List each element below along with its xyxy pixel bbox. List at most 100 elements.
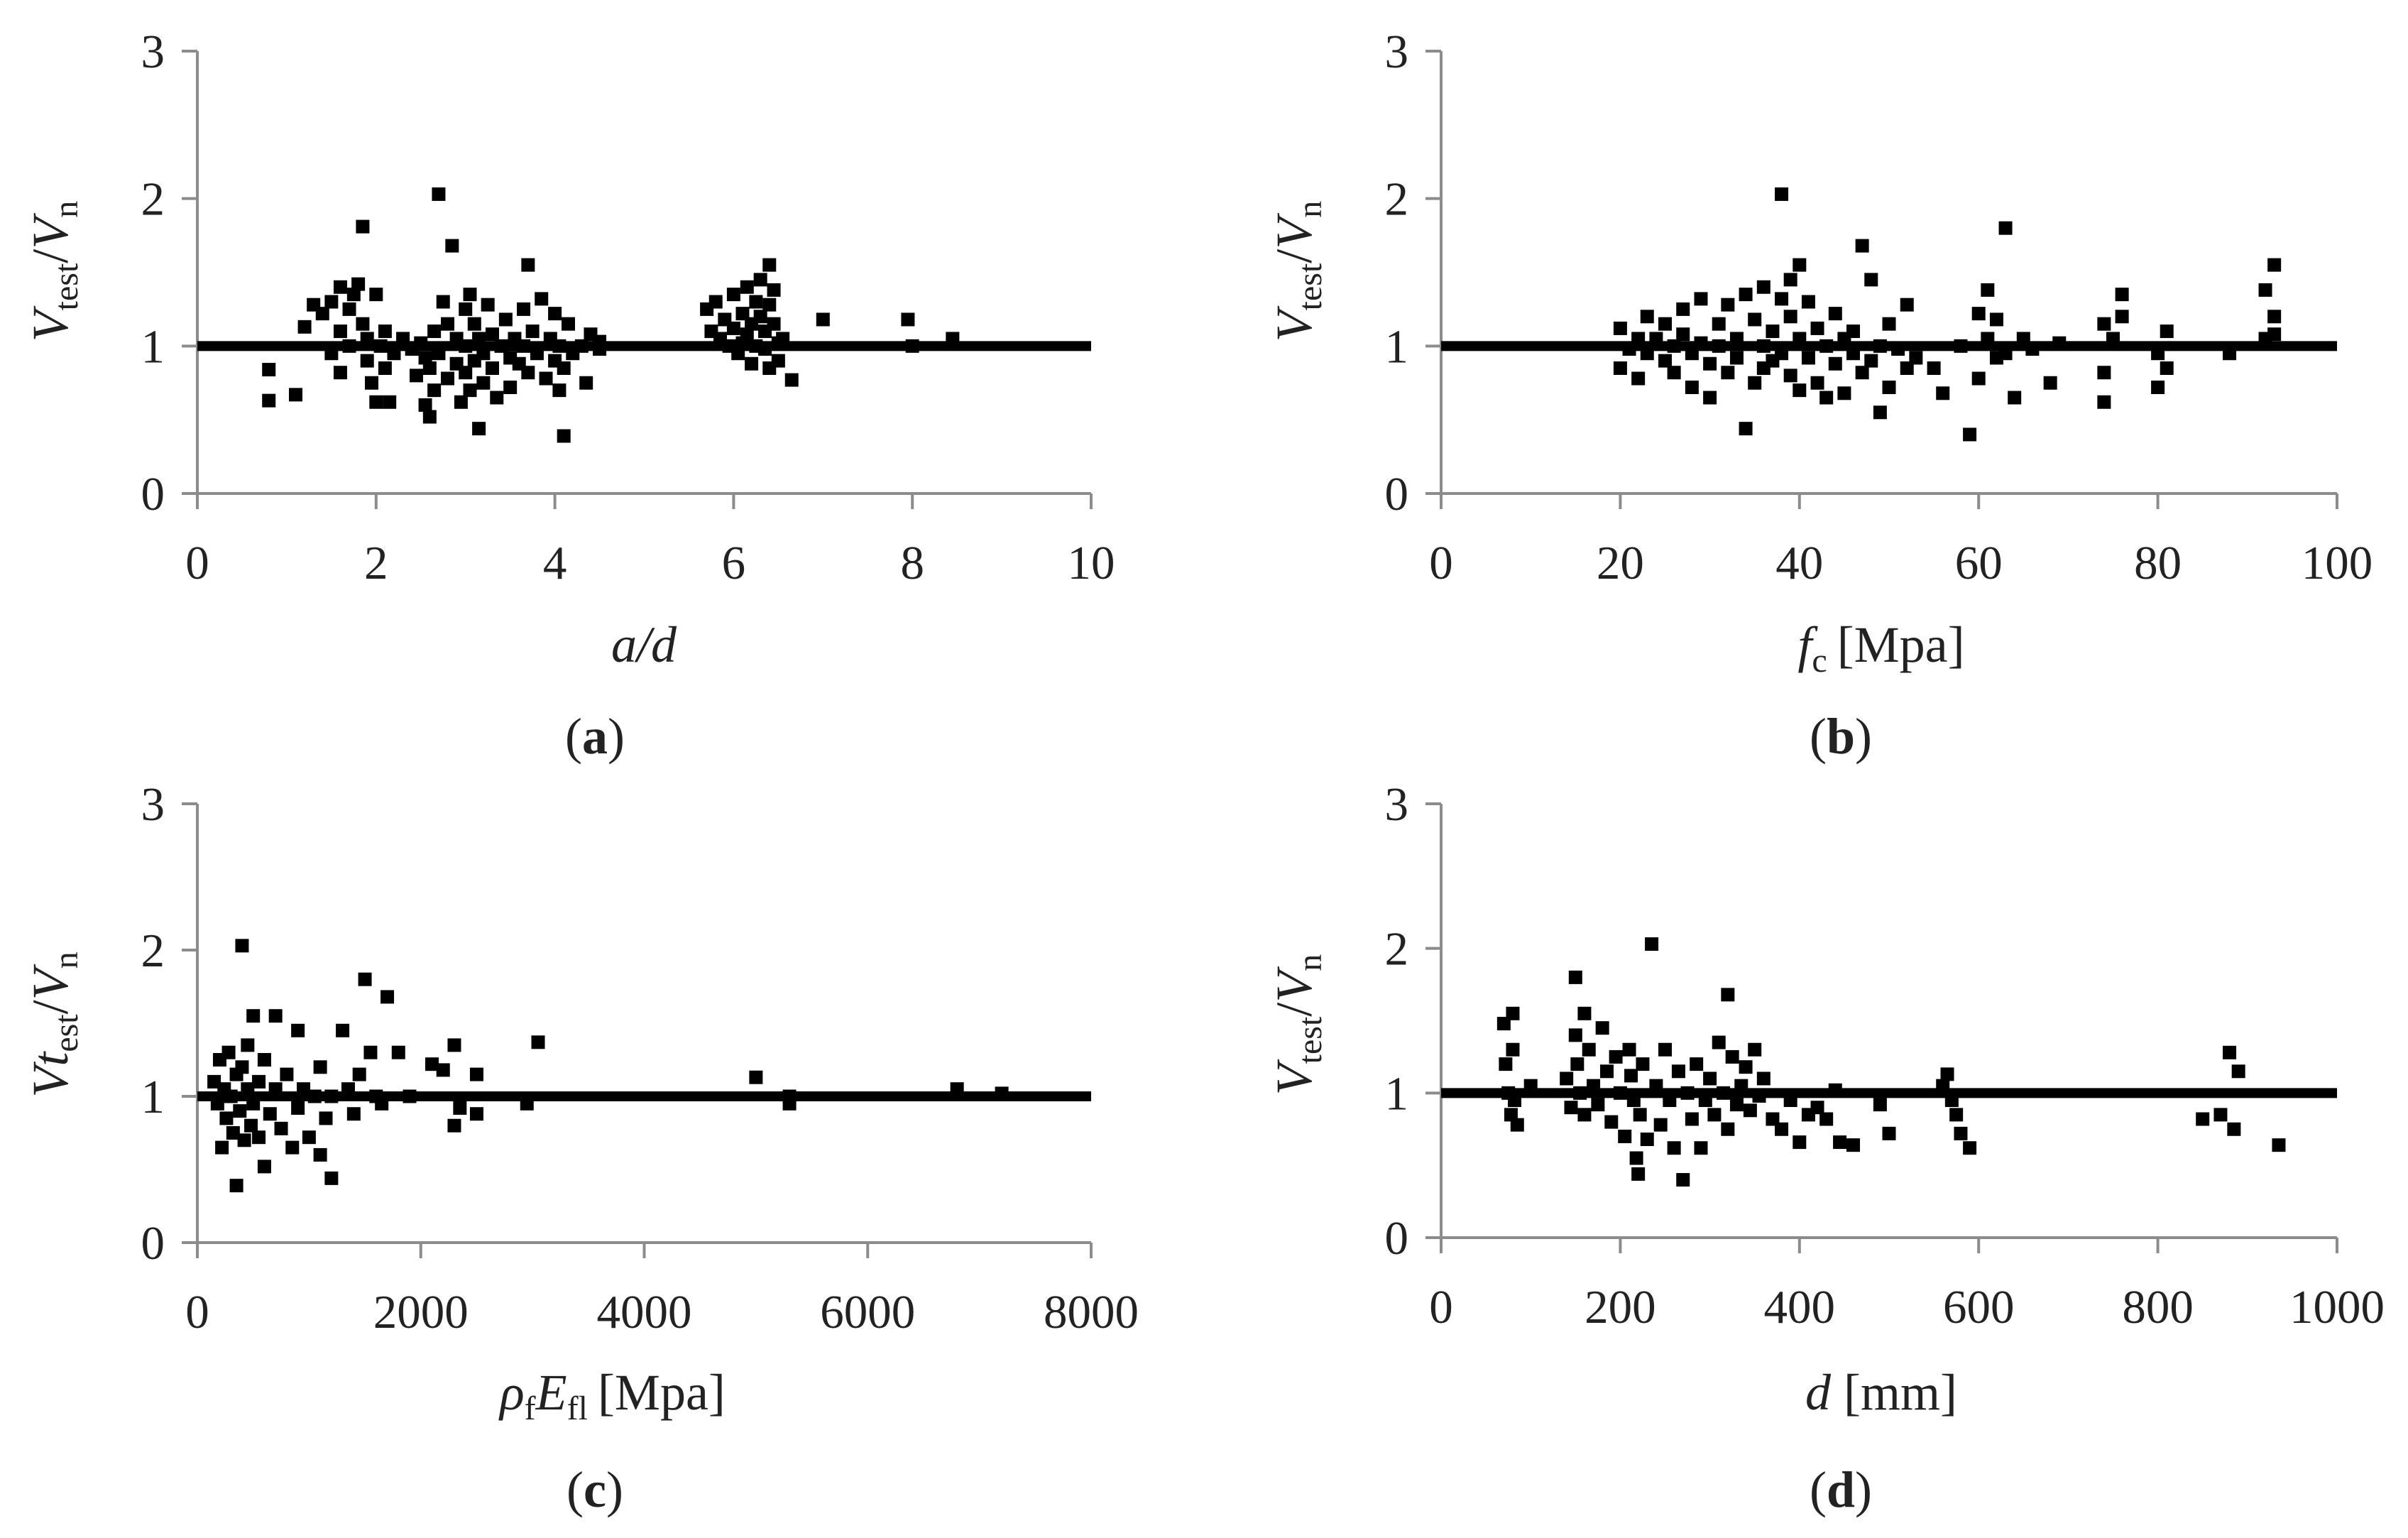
chart-a-point bbox=[485, 361, 499, 375]
chart-b-point bbox=[2223, 347, 2237, 361]
chart-a-point bbox=[378, 324, 392, 339]
chart-b-y-tick-label: 2 bbox=[1385, 173, 1409, 226]
chart-b-point bbox=[1739, 288, 1753, 302]
chart-b-point bbox=[1667, 339, 1681, 353]
chart-d-point bbox=[1828, 1083, 1842, 1097]
chart-c-point bbox=[274, 1121, 288, 1135]
chart-c-point bbox=[221, 1045, 236, 1059]
chart-a-point bbox=[360, 332, 374, 346]
chart-d-point bbox=[1564, 1101, 1578, 1115]
chart-a-point bbox=[708, 295, 723, 309]
chart-c-y-tick-label: 3 bbox=[141, 778, 165, 831]
chart-a-point bbox=[517, 302, 531, 316]
chart-a-ylabel: Vtest/Vn bbox=[22, 201, 85, 342]
chart-b-point bbox=[2151, 380, 2165, 394]
chart-b-point bbox=[1846, 347, 1861, 361]
chart-a-point bbox=[373, 339, 388, 353]
chart-c-point bbox=[319, 1111, 333, 1125]
chart-d-x-tick-label: 1000 bbox=[2289, 1281, 2385, 1334]
chart-b-point bbox=[2258, 283, 2272, 297]
chart-b-x-tick-label: 0 bbox=[1429, 537, 1453, 589]
chart-a-y-tick-label: 0 bbox=[141, 468, 165, 520]
chart-a-point bbox=[557, 361, 571, 375]
chart-c-point bbox=[215, 1140, 229, 1155]
panel-c: 0 1 2 3 0 2000 4000 6000 8000 Vtest/Vn ρfEfl [Mpa… bbox=[22, 778, 1139, 1518]
chart-c-point bbox=[268, 1082, 283, 1096]
chart-a-point bbox=[459, 302, 473, 316]
chart-a-point bbox=[753, 273, 767, 287]
chart-a-point bbox=[472, 422, 486, 436]
chart-d-point bbox=[1504, 1108, 1518, 1122]
chart-b-point bbox=[1712, 339, 1726, 353]
chart-a-point bbox=[454, 395, 468, 409]
chart-d-point bbox=[1739, 1060, 1753, 1074]
chart-d-point bbox=[1712, 1035, 1726, 1049]
chart-d-point bbox=[1633, 1108, 1647, 1122]
chart-a-point bbox=[726, 321, 740, 335]
chart-a-point bbox=[757, 342, 772, 356]
chart-a-x-tick-label: 4 bbox=[543, 537, 567, 589]
chart-b-point bbox=[1783, 310, 1797, 324]
chart-d-point bbox=[1873, 1098, 1887, 1112]
chart-a-point bbox=[498, 312, 513, 327]
chart-d-point bbox=[1729, 1098, 1744, 1112]
chart-a-point bbox=[436, 295, 450, 309]
chart-c-y-tick-label: 0 bbox=[141, 1217, 165, 1270]
chart-a-point bbox=[740, 280, 754, 294]
chart-b-point bbox=[2160, 324, 2174, 339]
chart-c-point bbox=[324, 1089, 339, 1103]
chart-d-point bbox=[1587, 1079, 1601, 1093]
chart-a-point bbox=[356, 317, 370, 331]
chart-b-point bbox=[2008, 391, 2022, 405]
chart-c-point bbox=[995, 1086, 1009, 1101]
chart-d-point bbox=[1775, 1122, 1789, 1136]
chart-a-point bbox=[288, 388, 302, 402]
chart-b-point bbox=[1613, 361, 1627, 375]
chart-d-point bbox=[1685, 1112, 1699, 1126]
chart-b-point bbox=[1694, 292, 1708, 306]
chart-b-y-tick-label: 3 bbox=[1385, 26, 1409, 78]
chart-b-point bbox=[2043, 376, 2057, 390]
chart-d-point bbox=[1703, 1071, 1717, 1086]
chart-c-point bbox=[280, 1067, 294, 1081]
chart-d-plot: 0 1 2 3 0 200 400 600 800 1000 bbox=[1385, 778, 2385, 1334]
chart-b-point bbox=[2160, 361, 2174, 375]
chart-d-point bbox=[1496, 1017, 1511, 1031]
chart-b-point bbox=[1748, 376, 1762, 390]
chart-b-point bbox=[1676, 302, 1690, 316]
chart-a-point bbox=[574, 339, 589, 353]
chart-c-point bbox=[469, 1067, 483, 1081]
chart-d-point bbox=[1626, 1093, 1641, 1108]
chart-d-y-tick-label: 2 bbox=[1385, 923, 1409, 976]
chart-b-point bbox=[1703, 391, 1717, 405]
chart-a-point bbox=[905, 339, 919, 353]
chart-d-ylabel: Vtest/Vn bbox=[1266, 954, 1329, 1096]
chart-b-point bbox=[1712, 317, 1726, 331]
chart-a-point bbox=[356, 219, 370, 234]
chart-a-point bbox=[463, 288, 477, 302]
chart-b-y-tick-label: 1 bbox=[1385, 320, 1409, 373]
chart-b-point bbox=[1900, 298, 1914, 312]
chart-b-point bbox=[2115, 288, 2129, 302]
chart-c-point bbox=[336, 1023, 350, 1037]
chart-a-point bbox=[481, 298, 495, 312]
chart-c-point bbox=[285, 1140, 300, 1155]
chart-a-point bbox=[762, 258, 777, 272]
chart-b-point bbox=[1640, 310, 1654, 324]
chart-b-point bbox=[1989, 312, 2003, 327]
chart-b-point bbox=[1891, 342, 1905, 356]
chart-b-point bbox=[1810, 376, 1824, 390]
chart-c-point bbox=[346, 1107, 361, 1121]
chart-d-point bbox=[1649, 1079, 1663, 1093]
chart-d-point bbox=[1645, 937, 1659, 951]
chart-a-point bbox=[342, 302, 356, 316]
chart-d-point bbox=[2231, 1064, 2245, 1079]
chart-a-point bbox=[762, 298, 777, 312]
chart-c-plot: 0 1 2 3 0 2000 4000 6000 8000 bbox=[141, 778, 1139, 1338]
chart-a-point bbox=[548, 307, 562, 321]
chart-d-point bbox=[1721, 988, 1735, 1002]
chart-c-point bbox=[324, 1171, 339, 1185]
chart-d-point bbox=[1698, 1093, 1712, 1108]
chart-d-point bbox=[2196, 1112, 2210, 1126]
